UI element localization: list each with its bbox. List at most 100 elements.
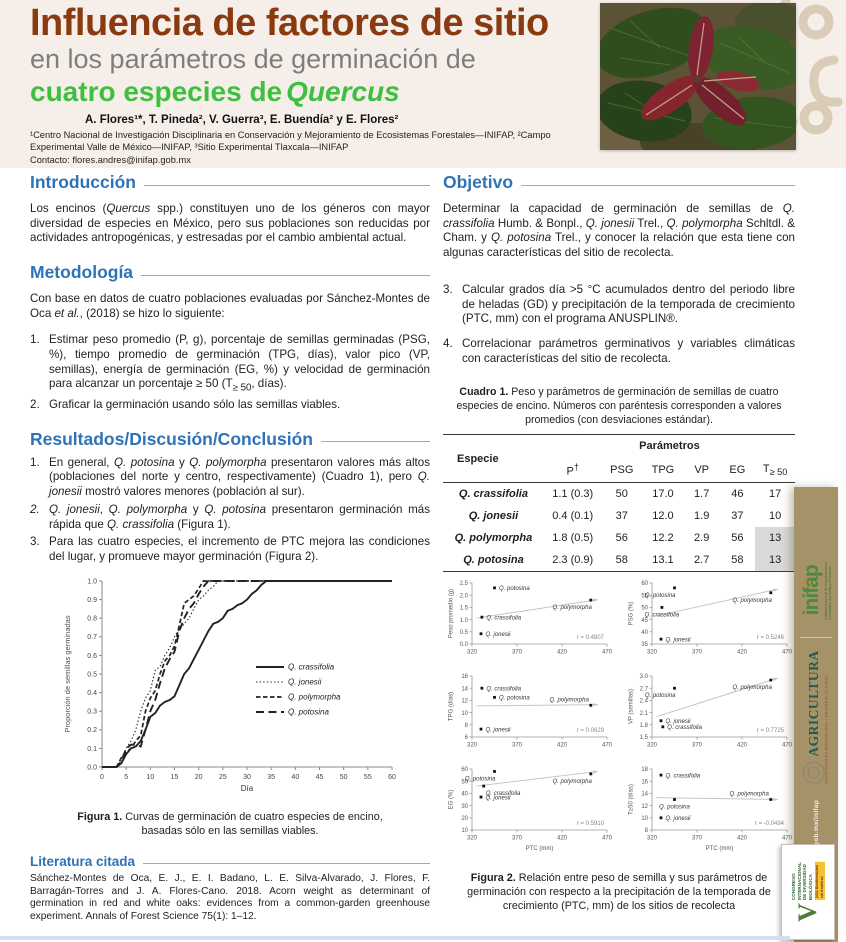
- trend-line: [476, 704, 599, 707]
- point-label: Q. crassifolia: [486, 687, 521, 693]
- agricultura-logo: AGRICULTURA SECRETARÍA DE AGRICULTURA Y …: [794, 650, 838, 784]
- svg-text:40: 40: [641, 630, 648, 636]
- point-label: Q. polymorpha: [552, 606, 592, 612]
- section-heading-literatura: Literatura citada: [30, 854, 430, 869]
- col-header-vp: VP: [694, 463, 710, 476]
- svg-text:40: 40: [291, 774, 299, 781]
- svg-text:470: 470: [782, 836, 793, 842]
- svg-text:PTC (mm): PTC (mm): [706, 846, 734, 852]
- congress-logo: V CONGRESO INTERNACIONAL DE DIVERSIDAD B…: [781, 844, 835, 940]
- col-header-eg: EG: [729, 463, 746, 476]
- table-caption: Cuadro 1. Peso y parámetros de germinaci…: [456, 386, 782, 426]
- svg-text:420: 420: [737, 743, 748, 749]
- svg-text:10: 10: [461, 829, 468, 835]
- data-point: [659, 774, 663, 777]
- government-seal-icon: [803, 761, 825, 784]
- svg-text:25: 25: [219, 774, 227, 781]
- svg-text:320: 320: [467, 743, 478, 749]
- fig2-subplot: 320 370 420 470 35 40 45 50 55 60 PSG (%) Q. potosi…: [624, 576, 794, 669]
- svg-text:15: 15: [171, 774, 179, 781]
- objetivo-body: Determinar la capacidad de germinación d…: [443, 202, 796, 260]
- congress-strip: 2021 Biodiversidad sin fronteras: [814, 862, 825, 901]
- svg-text:12: 12: [641, 804, 648, 810]
- col-header-psg: PSG: [610, 463, 634, 476]
- series-1: [102, 580, 392, 768]
- inifap-tagline: Instituto Nacional de Investigaciones For…: [823, 560, 832, 620]
- congress-numeral: V: [793, 903, 823, 922]
- metodologia-item-3: 3. Calcular grados día >5 °C acumulados d…: [443, 282, 795, 326]
- svg-text:2.7: 2.7: [640, 687, 649, 693]
- congress-text: CONGRESO INTERNACIONAL DE DIVERSIDAD BIO…: [791, 862, 825, 901]
- left-column: Introducción Los encinos (Quercus spp.) …: [30, 172, 430, 934]
- series-0: [102, 579, 392, 768]
- legend-label: Q. crassifolia: [288, 662, 335, 671]
- svg-text:35: 35: [267, 774, 275, 781]
- svg-text:45: 45: [641, 618, 648, 624]
- point-label: Q. jonesii: [666, 816, 692, 822]
- svg-text:30: 30: [243, 774, 251, 781]
- trend-line: [476, 599, 599, 620]
- svg-text:2.4: 2.4: [640, 699, 649, 705]
- svg-text:1.8: 1.8: [640, 723, 649, 729]
- svg-text:370: 370: [512, 836, 523, 842]
- point-label: Q. crassifolia: [486, 616, 521, 622]
- figure1-caption: Figura 1. Curvas de germinación de cuatr…: [77, 810, 383, 837]
- affiliations: ¹Centro Nacional de Investigación Discip…: [30, 130, 551, 153]
- section-heading-objetivo: Objetivo: [443, 172, 795, 193]
- svg-text:0.9: 0.9: [87, 597, 97, 604]
- svg-text:10: 10: [146, 774, 154, 781]
- point-label: Q. polymorpha: [729, 792, 769, 798]
- svg-text:60: 60: [641, 582, 648, 588]
- svg-text:0.7: 0.7: [87, 634, 97, 641]
- svg-text:45: 45: [316, 774, 324, 781]
- point-label: Q. crassifolia: [666, 774, 701, 780]
- svg-text:60: 60: [461, 768, 468, 774]
- svg-text:8: 8: [465, 723, 469, 729]
- data-point: [480, 687, 484, 691]
- fig2-subplot-2: 320 370 420 470 6 8 10 12 14 16 TPG (días) Q. crass…: [449, 675, 613, 749]
- svg-text:50: 50: [340, 774, 348, 781]
- svg-text:320: 320: [647, 836, 658, 842]
- fig2-subplot: 320 370 420 470 8 10 12 14 16 18 T≥50 (días) PTC (m…: [624, 762, 794, 867]
- section-heading-introduccion: Introducción: [30, 172, 430, 193]
- svg-text:20: 20: [461, 816, 468, 822]
- svg-text:55: 55: [364, 774, 372, 781]
- svg-text:420: 420: [557, 836, 568, 842]
- svg-text:0.0: 0.0: [87, 764, 97, 771]
- svg-text:VP (semillas): VP (semillas): [629, 689, 635, 724]
- point-label: Q. polymorpha: [552, 779, 592, 785]
- data-point: [659, 719, 663, 723]
- svg-text:16: 16: [641, 780, 648, 786]
- svg-text:2.0: 2.0: [460, 594, 469, 600]
- oak-leaves-photo: [590, 1, 805, 163]
- svg-text:PTC (mm): PTC (mm): [526, 846, 554, 852]
- svg-text:55: 55: [641, 594, 648, 600]
- point-label: Q. potosina: [499, 587, 530, 593]
- fig2-subplot-1: 320 370 420 470 35 40 45 50 55 60 PSG (%) Q. potosi…: [629, 582, 793, 656]
- svg-text:20: 20: [195, 774, 203, 781]
- svg-text:8: 8: [645, 829, 649, 835]
- right-column: Objetivo Determinar la capacidad de germ…: [443, 172, 795, 914]
- svg-text:0.5: 0.5: [87, 671, 97, 678]
- data-point: [493, 696, 496, 700]
- poster-title-line1: Influencia de factores de sitio: [30, 2, 549, 44]
- svg-text:30: 30: [461, 804, 468, 810]
- metodologia-item-2: 2. Graficar la germinación usando sólo la…: [30, 397, 341, 411]
- correlation-label: r = 0.5246: [757, 635, 785, 641]
- svg-text:420: 420: [737, 836, 748, 842]
- table-row: Q. jonesii 0.4 (0.1) 37 12.0 1.9 37 10: [468, 510, 782, 523]
- resultados-item-3: 3. Para las cuatro especies, el increment…: [30, 535, 430, 563]
- svg-text:370: 370: [692, 650, 703, 656]
- introduccion-body: Los encinos (Quercus spp.) constituyen u…: [30, 202, 430, 245]
- svg-text:470: 470: [602, 650, 613, 656]
- svg-text:14: 14: [461, 687, 468, 693]
- data-point: [482, 785, 486, 788]
- svg-text:14: 14: [641, 792, 648, 798]
- col-header-tpg: TPG: [651, 463, 675, 476]
- svg-text:40: 40: [461, 792, 468, 798]
- data-point: [493, 770, 496, 774]
- subheader-row: P† PSG TPG VP EG T≥ 50: [443, 457, 795, 483]
- svg-text:420: 420: [557, 743, 568, 749]
- data-point: [479, 632, 483, 636]
- svg-text:0.4: 0.4: [87, 690, 97, 697]
